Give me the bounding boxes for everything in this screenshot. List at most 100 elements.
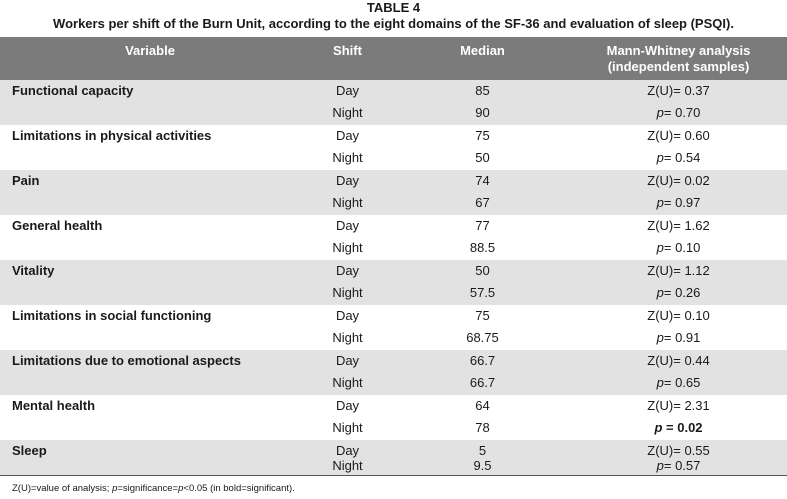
table-row: Limitations in social functioning Day 75… bbox=[0, 305, 787, 327]
shift-cell: Day bbox=[335, 398, 360, 413]
median-cell: 50 bbox=[475, 150, 490, 165]
table-footnote: Z(U)=value of analysis; p=significance=p… bbox=[12, 483, 295, 494]
shift-cell: Night bbox=[332, 195, 363, 210]
shift-cell: Day bbox=[335, 218, 360, 233]
shift-cell: Day bbox=[335, 128, 360, 143]
stat-cell: Z(U)= 2.31 bbox=[647, 398, 710, 413]
p-value-cell: p= 0.97 bbox=[570, 192, 787, 214]
variable-label: Limitations in social functioning bbox=[12, 308, 212, 323]
shift-cell: Day bbox=[335, 353, 360, 368]
median-cell: 50 bbox=[475, 263, 490, 278]
header-mann-whitney-line2: (independent samples) bbox=[607, 59, 750, 74]
shift-cell: Day bbox=[335, 173, 360, 188]
shift-cell: Day bbox=[335, 308, 360, 323]
median-cell: 77 bbox=[475, 218, 490, 233]
p-value: = 0.57 bbox=[663, 458, 701, 473]
header-mann-whitney: Mann-Whitney analysis (independent sampl… bbox=[570, 37, 787, 80]
p-value: = 0.10 bbox=[663, 240, 701, 255]
table-row: Night 66.7 p= 0.65 bbox=[0, 372, 787, 394]
table-row-group: Limitations in physical activities Day 7… bbox=[0, 125, 787, 170]
shift-cell: Night bbox=[332, 420, 363, 435]
median-cell: 75 bbox=[475, 128, 490, 143]
variable-label: Pain bbox=[12, 173, 40, 188]
p-label: p bbox=[656, 375, 664, 390]
stat-cell: Z(U)= 0.37 bbox=[647, 83, 710, 98]
shift-cell: Night bbox=[332, 330, 363, 345]
table-row-group: Limitations in social functioning Day 75… bbox=[0, 305, 787, 350]
p-value: = 0.02 bbox=[662, 420, 703, 435]
table-row: Night 67 p= 0.97 bbox=[0, 192, 787, 214]
stat-cell: Z(U)= 0.02 bbox=[647, 173, 710, 188]
footnote-p2: p bbox=[178, 483, 184, 494]
median-cell: 57.5 bbox=[469, 285, 496, 300]
table-row: Mental health Day 64 Z(U)= 2.31 bbox=[0, 395, 787, 417]
table-row-group: Limitations due to emotional aspects Day… bbox=[0, 350, 787, 395]
variable-label: Sleep bbox=[12, 443, 47, 458]
variable-label: Functional capacity bbox=[12, 83, 134, 98]
p-label: p bbox=[656, 150, 664, 165]
shift-cell: Night bbox=[332, 150, 363, 165]
table-bottom-rule bbox=[0, 475, 787, 476]
median-cell: 88.5 bbox=[469, 240, 496, 255]
shift-cell: Night bbox=[332, 375, 363, 390]
p-value: = 0.54 bbox=[663, 150, 701, 165]
table-caption-subtitle: Workers per shift of the Burn Unit, acco… bbox=[53, 16, 734, 31]
median-cell: 67 bbox=[475, 195, 490, 210]
shift-cell: Night bbox=[332, 285, 363, 300]
table-row: General health Day 77 Z(U)= 1.62 bbox=[0, 215, 787, 237]
shift-cell: Night bbox=[332, 458, 363, 473]
p-label: p bbox=[654, 420, 663, 435]
p-label: p bbox=[656, 285, 664, 300]
stat-cell: Z(U)= 0.55 bbox=[647, 443, 710, 458]
shift-cell: Day bbox=[335, 263, 360, 278]
variable-label: Mental health bbox=[12, 398, 96, 413]
header-mann-whitney-line1: Mann-Whitney analysis bbox=[606, 43, 751, 58]
table-row: Night 9.5 p= 0.57 bbox=[0, 457, 787, 475]
table-row: Limitations in physical activities Day 7… bbox=[0, 125, 787, 147]
p-label: p bbox=[656, 195, 664, 210]
p-label: p bbox=[656, 105, 664, 120]
table-row: Night 68.75 p= 0.91 bbox=[0, 327, 787, 349]
table-row-group: Mental health Day 64 Z(U)= 2.31 Night 78… bbox=[0, 395, 787, 440]
p-label: p bbox=[656, 458, 664, 473]
table-row: Night 78 p = 0.02 bbox=[0, 417, 787, 439]
table-row: Pain Day 74 Z(U)= 0.02 bbox=[0, 170, 787, 192]
header-variable: Variable bbox=[125, 43, 175, 58]
median-cell: 64 bbox=[475, 398, 490, 413]
p-value-cell: p= 0.65 bbox=[570, 372, 787, 394]
p-label: p bbox=[656, 330, 664, 345]
stat-cell: Z(U)= 1.62 bbox=[647, 218, 710, 233]
shift-cell: Night bbox=[332, 105, 363, 120]
table-row: Vitality Day 50 Z(U)= 1.12 bbox=[0, 260, 787, 282]
stat-cell: Z(U)= 0.10 bbox=[647, 308, 710, 323]
p-value-cell: p= 0.54 bbox=[570, 147, 787, 169]
variable-label: Limitations in physical activities bbox=[12, 128, 212, 143]
p-label: p bbox=[656, 240, 664, 255]
median-cell: 66.7 bbox=[469, 375, 496, 390]
median-cell: 9.5 bbox=[473, 458, 492, 473]
shift-cell: Day bbox=[335, 443, 360, 458]
header-shift: Shift bbox=[333, 43, 362, 58]
p-value-cell-significant: p = 0.02 bbox=[570, 417, 787, 439]
median-cell: 68.75 bbox=[466, 330, 499, 345]
median-cell: 90 bbox=[475, 105, 490, 120]
p-value: = 0.70 bbox=[663, 105, 701, 120]
p-value-cell: p= 0.70 bbox=[570, 102, 787, 124]
p-value-cell: p= 0.10 bbox=[570, 237, 787, 259]
p-value-cell: p= 0.26 bbox=[570, 282, 787, 304]
table-row-group: Vitality Day 50 Z(U)= 1.12 Night 57.5 p=… bbox=[0, 260, 787, 305]
footnote-p: p bbox=[112, 483, 118, 494]
stat-cell: Z(U)= 0.60 bbox=[647, 128, 710, 143]
table-row: Night 90 p= 0.70 bbox=[0, 102, 787, 124]
stat-cell: Z(U)= 1.12 bbox=[647, 263, 710, 278]
p-value: = 0.65 bbox=[663, 375, 701, 390]
footnote-part2: =significance= bbox=[117, 483, 179, 494]
variable-label: General health bbox=[12, 218, 103, 233]
table-header-row: Variable Shift Median Mann-Whitney analy… bbox=[0, 37, 787, 80]
table-row: Night 50 p= 0.54 bbox=[0, 147, 787, 169]
median-cell: 85 bbox=[475, 83, 490, 98]
median-cell: 5 bbox=[478, 443, 487, 458]
p-value: = 0.26 bbox=[663, 285, 701, 300]
median-cell: 74 bbox=[475, 173, 490, 188]
table-row-group: General health Day 77 Z(U)= 1.62 Night 8… bbox=[0, 215, 787, 260]
